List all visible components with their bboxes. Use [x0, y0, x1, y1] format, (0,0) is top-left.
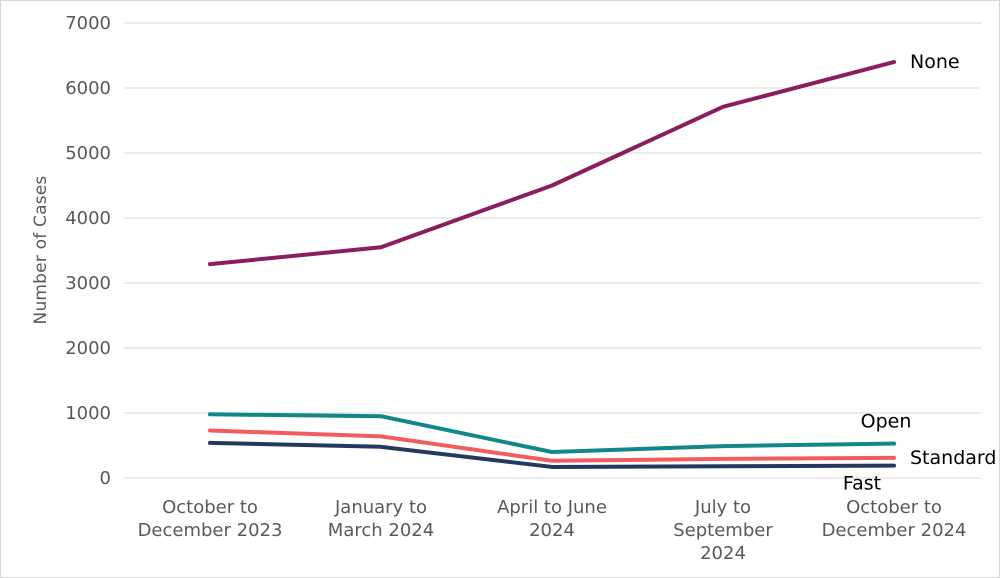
series-label-open: Open — [861, 411, 912, 433]
series-line-fast — [208, 440, 896, 469]
x-tick-label-line: 2024 — [529, 520, 575, 541]
series-line-standard — [208, 428, 896, 463]
y-tick-label: 4000 — [65, 208, 111, 229]
x-tick-label-line: October to — [162, 497, 258, 518]
x-tick-label-line: July to — [694, 497, 751, 518]
x-tick-label-line: December 2024 — [822, 520, 967, 541]
series-label-none: None — [910, 51, 960, 73]
series-line-open — [208, 412, 896, 454]
y-tick-label: 2000 — [65, 338, 111, 359]
y-tick-label: 0 — [100, 468, 111, 489]
x-tick-label-line: April to June — [497, 497, 607, 518]
series-label-fast: Fast — [843, 473, 881, 495]
x-tick-label-line: January to — [334, 497, 427, 518]
x-tick-label-line: October to — [846, 497, 942, 518]
series-line-none — [208, 60, 896, 267]
y-tick-label: 5000 — [65, 143, 111, 164]
y-tick-label: 1000 — [65, 403, 111, 424]
y-tick-label: 6000 — [65, 78, 111, 99]
x-tick-label-line: 2024 — [700, 543, 746, 564]
x-tick-label-line: September — [673, 520, 773, 541]
x-tick-label-line: December 2023 — [138, 520, 283, 541]
x-tick-label-line: March 2024 — [328, 520, 434, 541]
y-tick-label: 3000 — [65, 273, 111, 294]
series-label-standard: Standard — [910, 447, 996, 469]
y-tick-label: 7000 — [65, 13, 111, 34]
